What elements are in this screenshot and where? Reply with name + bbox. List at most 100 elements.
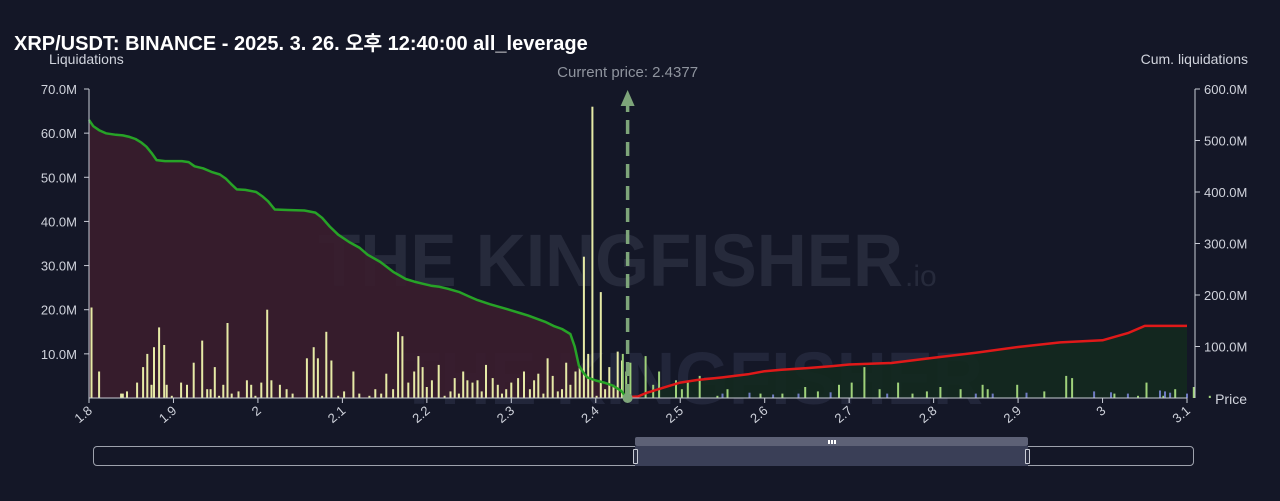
left-axis-tick-label: 50.0M [41, 170, 77, 185]
chart-title: XRP/USDT: BINANCE - 2025. 3. 26. 오후 12:4… [14, 33, 588, 55]
short-liquidation-bar [680, 389, 683, 398]
left-axis-tick-label: 70.0M [41, 82, 77, 97]
long-liquidation-bar [245, 380, 248, 398]
short-liquidation-bar [897, 382, 900, 398]
long-liquidation-bar [163, 345, 166, 398]
long-liquidation-bar [485, 364, 487, 398]
small-liquidation-bar [1110, 392, 1112, 398]
long-liquidation-bar [337, 395, 340, 398]
navigator-window[interactable] [635, 446, 1028, 466]
long-liquidation-bar [528, 389, 531, 398]
long-liquidation-bar [612, 384, 615, 398]
short-liquidation-bar [939, 387, 942, 398]
navigator-right-handle[interactable] [1025, 449, 1030, 464]
long-liquidation-bar [401, 336, 404, 398]
short-liquidation-bar [1208, 395, 1211, 398]
long-liquidation-bar [153, 347, 155, 398]
long-liquidation-bar [385, 373, 388, 398]
cum-long-line [87, 119, 628, 399]
long-liquidation-bar [587, 353, 590, 398]
long-liquidation-bar [462, 371, 465, 398]
short-liquidation-bar [804, 387, 807, 398]
short-liquidation-bar [781, 393, 784, 398]
long-liquidation-bar [186, 384, 188, 398]
long-liquidation-bar [397, 331, 400, 398]
long-liquidation-bar [352, 371, 355, 398]
short-liquidation-bar [1192, 387, 1195, 398]
long-liquidation-bar [437, 364, 440, 398]
long-liquidation-bar [546, 358, 549, 398]
long-liquidation-bar [170, 395, 173, 398]
short-liquidation-bar [644, 356, 647, 398]
small-liquidation-bar [721, 393, 724, 398]
long-liquidation-bar [222, 384, 225, 398]
long-liquidation-bar [392, 389, 395, 398]
long-liquidation-bar [608, 367, 611, 398]
small-liquidation-bar [1025, 392, 1028, 398]
long-liquidation-bar [136, 382, 139, 398]
long-liquidation-bar [291, 393, 294, 398]
long-liquidation-bar [312, 347, 315, 398]
small-liquidation-bar [886, 393, 889, 398]
long-liquidation-bar [218, 395, 221, 398]
short-liquidation-bar [863, 367, 866, 398]
short-liquidation-bar [986, 389, 989, 398]
small-liquidation-bar [1093, 391, 1096, 398]
long-liquidation-bar [595, 395, 598, 398]
long-liquidation-bar [146, 353, 149, 398]
small-liquidation-bar [797, 393, 800, 398]
navigator-left-handle[interactable] [633, 449, 638, 464]
long-liquidation-bar [380, 393, 383, 398]
scrollbar-grip-icon [834, 440, 836, 444]
long-liquidation-bar [266, 309, 269, 398]
short-liquidation-bar [878, 389, 881, 398]
small-liquidation-bar [829, 392, 832, 398]
x-axis-tick-label: 3 [1093, 403, 1108, 419]
current-price-dot [622, 393, 633, 403]
left-axis-tick-label: 30.0M [41, 259, 77, 274]
long-liquidation-bar [491, 378, 494, 398]
small-liquidation-bar [772, 394, 775, 398]
short-liquidation-bar [1016, 384, 1019, 398]
short-liquidation-bar [675, 380, 677, 398]
long-liquidation-bar [201, 340, 204, 398]
long-liquidation-bar [213, 367, 216, 398]
small-liquidation-bar [974, 393, 977, 398]
long-liquidation-bar [517, 378, 520, 398]
small-liquidation-bar [991, 393, 994, 398]
long-liquidation-bar [126, 391, 128, 398]
left-axis-tick-label: 20.0M [41, 303, 77, 318]
long-liquidation-bar [449, 391, 452, 398]
long-liquidation-bar [121, 393, 124, 398]
short-liquidation-bar [629, 362, 632, 398]
long-liquidation-bar [237, 391, 240, 398]
long-liquidation-bar [425, 387, 428, 398]
right-axis-tick-label: 500.0M [1204, 134, 1247, 149]
short-liquidation-bar [1174, 389, 1177, 398]
short-liquidation-bar [1145, 382, 1148, 398]
long-liquidation-bar [206, 389, 209, 398]
long-liquidation-bar [421, 367, 424, 398]
long-liquidation-bar [599, 292, 602, 398]
short-liquidation-bar [850, 382, 853, 398]
small-liquidation-bar [1186, 393, 1188, 398]
left-axis-tick-label: 40.0M [41, 214, 77, 229]
long-liquidation-bar [604, 389, 607, 398]
right-axis-tick-label: 200.0M [1204, 288, 1247, 303]
short-liquidation-bar [658, 371, 661, 398]
long-liquidation-bar [496, 384, 499, 398]
short-liquidation-bar [838, 384, 840, 398]
small-liquidation-bar [1126, 393, 1129, 398]
long-liquidation-bar [192, 362, 195, 398]
long-liquidation-bar [250, 384, 253, 398]
long-liquidation-bar [209, 389, 212, 398]
long-liquidation-bar [505, 389, 508, 398]
left-axis-title: Liquidations [49, 51, 124, 67]
x-axis-title: Price [1215, 391, 1247, 407]
x-axis-tick-label: 3.1 [1169, 403, 1192, 426]
long-liquidation-bar [616, 351, 619, 398]
current-price-label: Current price: 2.4377 [557, 64, 698, 81]
long-liquidation-bar [330, 360, 333, 398]
long-liquidation-bar [523, 371, 525, 398]
